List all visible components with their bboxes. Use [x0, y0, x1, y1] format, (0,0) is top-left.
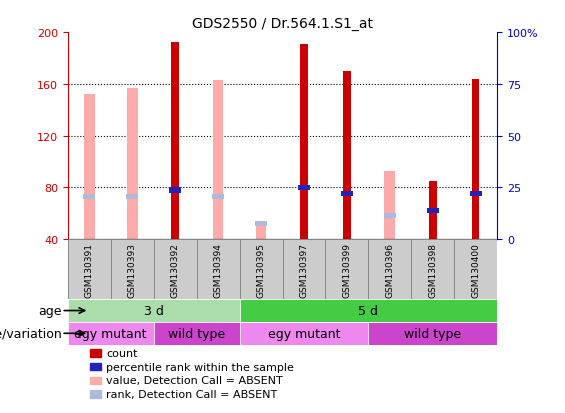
Bar	[154, 322, 240, 345]
Bar	[84, 195, 95, 199]
Bar	[154, 240, 197, 299]
Bar	[127, 88, 137, 240]
Bar	[429, 181, 437, 240]
Text: GSM130391: GSM130391	[85, 242, 94, 297]
Bar	[68, 240, 111, 299]
Bar	[368, 322, 497, 345]
Bar	[454, 240, 497, 299]
Text: egy mutant: egy mutant	[268, 327, 340, 340]
Text: GSM130400: GSM130400	[471, 242, 480, 297]
Bar	[255, 227, 267, 240]
Bar	[170, 188, 181, 193]
Bar	[84, 95, 95, 240]
Text: GSM130396: GSM130396	[385, 242, 394, 297]
Bar	[472, 79, 480, 240]
Bar	[171, 43, 179, 240]
Bar	[127, 195, 138, 199]
Text: GSM130393: GSM130393	[128, 242, 137, 297]
Bar	[341, 192, 353, 197]
Text: wild type: wild type	[168, 327, 225, 340]
Bar	[384, 171, 395, 240]
Bar	[240, 322, 368, 345]
Bar	[427, 209, 438, 214]
Bar	[240, 240, 282, 299]
Text: count: count	[106, 348, 138, 358]
Text: GSM130397: GSM130397	[299, 242, 308, 297]
Bar	[384, 214, 396, 219]
Text: egy mutant: egy mutant	[75, 327, 147, 340]
Bar	[300, 45, 308, 240]
Text: rank, Detection Call = ABSENT: rank, Detection Call = ABSENT	[106, 389, 277, 399]
Bar	[68, 322, 154, 345]
Bar	[411, 240, 454, 299]
Bar	[212, 195, 224, 199]
Bar	[240, 299, 497, 322]
Text: GSM130398: GSM130398	[428, 242, 437, 297]
Text: wild type: wild type	[404, 327, 462, 340]
Text: GSM130395: GSM130395	[257, 242, 266, 297]
Bar	[470, 192, 481, 197]
Bar	[298, 185, 310, 190]
Text: percentile rank within the sample: percentile rank within the sample	[106, 362, 294, 372]
Text: value, Detection Call = ABSENT: value, Detection Call = ABSENT	[106, 375, 283, 385]
Bar	[368, 240, 411, 299]
Title: GDS2550 / Dr.564.1.S1_at: GDS2550 / Dr.564.1.S1_at	[192, 17, 373, 31]
Text: GSM130399: GSM130399	[342, 242, 351, 297]
Bar	[325, 240, 368, 299]
Text: GSM130394: GSM130394	[214, 242, 223, 297]
Bar	[343, 72, 351, 240]
Bar	[111, 240, 154, 299]
Text: genotype/variation: genotype/variation	[0, 327, 62, 340]
Text: 3 d: 3 d	[144, 304, 164, 317]
Text: GSM130392: GSM130392	[171, 242, 180, 297]
Bar	[282, 240, 325, 299]
Bar	[212, 81, 223, 240]
Bar	[68, 299, 240, 322]
Text: age: age	[38, 304, 62, 317]
Bar	[255, 221, 267, 227]
Bar	[197, 240, 240, 299]
Text: 5 d: 5 d	[358, 304, 379, 317]
